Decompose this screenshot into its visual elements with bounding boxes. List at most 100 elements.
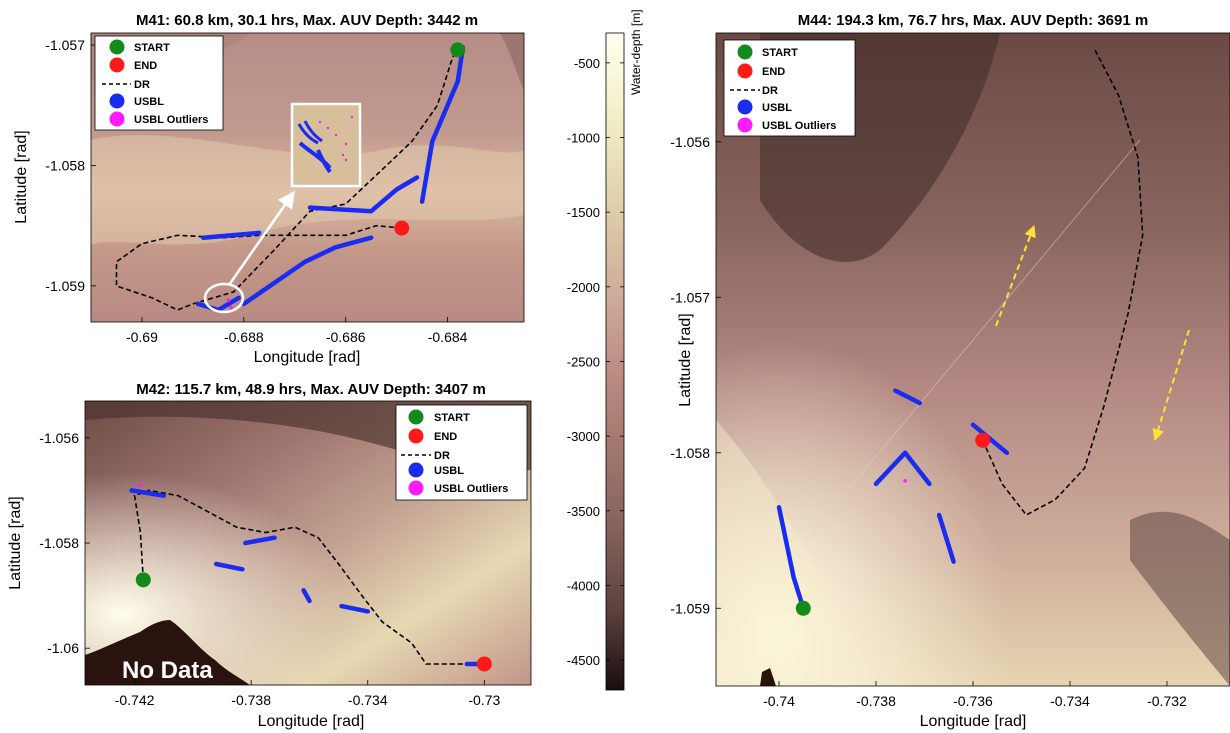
usbl-segment <box>307 175 420 214</box>
panel-m42: No Data -0.742 -0.738 -0.734 -0.73 -1.056 -1.… <box>7 381 532 730</box>
colorbar-tick-label: -4000 <box>567 578 600 593</box>
usbl-outlier-point <box>226 298 231 303</box>
xtick-label: -0.688 <box>224 329 264 345</box>
xtick-label: -0.74 <box>763 693 795 709</box>
svg-text:DR: DR <box>434 450 450 462</box>
ylabel-m42: Latitude [rad] <box>7 496 24 589</box>
svg-text:DR: DR <box>762 85 778 97</box>
xtick-label: -0.732 <box>1147 693 1187 709</box>
panel-m41: -0.69 -0.688 -0.686 -0.684 -1.057 -1.058 -1.05… <box>13 12 525 366</box>
xtick-label: -0.686 <box>326 329 366 345</box>
ytick-label: -1.056 <box>39 430 79 446</box>
ylabel-m44: Latitude [rad] <box>677 313 694 406</box>
svg-text:START: START <box>434 412 470 424</box>
inset-zoom-m41 <box>290 102 362 188</box>
ytick-label: -1.06 <box>47 640 79 656</box>
start-marker <box>795 600 811 616</box>
colorbar-tick-label: -1500 <box>567 205 600 220</box>
colorbar-tick-label: -3000 <box>567 429 600 444</box>
dr-path <box>115 49 459 311</box>
panel-m44: -0.74 -0.738 -0.736 -0.734 -0.732 -1.056 -1.05… <box>670 12 1230 730</box>
usbl-segment <box>893 388 922 406</box>
end-marker <box>394 220 410 236</box>
ytick-label: -1.059 <box>45 278 85 294</box>
xtick-label: -0.738 <box>231 692 271 708</box>
colorbar-tick-label: -2000 <box>567 280 600 295</box>
usbl-segment <box>301 588 312 604</box>
usbl-segment <box>195 295 241 313</box>
start-marker <box>135 572 151 588</box>
usbl-segment <box>200 230 262 240</box>
title-m42: M42: 115.7 km, 48.9 hrs, Max. AUV Depth:… <box>136 381 486 398</box>
usbl-segment <box>129 488 166 498</box>
svg-text:USBL Outliers: USBL Outliers <box>762 120 836 132</box>
dr-track-m44 <box>981 48 1144 517</box>
xtick-label: -0.684 <box>428 329 468 345</box>
xlabel-m42: Longitude [rad] <box>258 713 365 730</box>
current-arrows <box>995 224 1190 442</box>
colorbar-tick-label: -500 <box>574 56 600 71</box>
zoom-circle-m41 <box>203 282 245 314</box>
ytick-label: -1.059 <box>670 600 710 616</box>
xtick-label: -0.73 <box>468 692 500 708</box>
svg-text:USBL Outliers: USBL Outliers <box>134 114 208 126</box>
usbl-outliers-m44 <box>903 478 907 483</box>
svg-text:USBL Outliers: USBL Outliers <box>434 483 508 495</box>
xtick-label: -0.69 <box>126 329 158 345</box>
legend-m42: START END DR USBL USBL Outliers <box>395 404 528 501</box>
end-marker <box>476 656 492 672</box>
usbl-segment <box>213 561 245 572</box>
no-data-label: No Data <box>122 657 213 684</box>
legend-m44: START END DR USBL USBL Outliers <box>723 39 856 137</box>
ytick-label: -1.058 <box>670 445 710 461</box>
usbl-outlier-point <box>229 305 233 310</box>
usbl-segment <box>873 450 932 487</box>
xtick-label: -0.736 <box>953 693 993 709</box>
ytick-label: -1.056 <box>670 134 710 150</box>
colorbar-tick-label: -1000 <box>567 131 600 146</box>
colorbar-label: Water-depth [m] <box>629 9 643 95</box>
svg-text:END: END <box>762 66 785 78</box>
svg-text:START: START <box>134 42 170 54</box>
legend-m41: START END DR USBL USBL Outliers <box>94 35 224 131</box>
colorbar: -500 -1000 -1500 -2000 -2500 -3000 -3500 -4000 -… <box>567 9 643 691</box>
colorbar-tick-label: -2500 <box>567 355 600 370</box>
ytick-label: -1.058 <box>45 157 85 173</box>
usbl-outlier-point <box>138 483 143 487</box>
svg-text:START: START <box>762 47 798 59</box>
usbl-segment <box>419 45 466 204</box>
xtick-label: -0.742 <box>115 692 155 708</box>
dr-track-m41 <box>115 49 459 311</box>
usbl-segment <box>241 235 374 307</box>
xtick-label: -0.738 <box>856 693 896 709</box>
svg-text:USBL: USBL <box>762 102 792 114</box>
usbl-track-m41 <box>195 45 466 313</box>
colorbar-tick-label: -4500 <box>567 653 600 668</box>
start-marker <box>450 42 466 58</box>
no-data-region <box>85 620 250 685</box>
usbl-outliers-m41 <box>226 298 233 310</box>
usbl-outlier-point <box>903 478 907 483</box>
title-m41: M41: 60.8 km, 30.1 hrs, Max. AUV Depth: … <box>136 12 478 29</box>
xlabel-m44: Longitude [rad] <box>920 713 1027 730</box>
usbl-segment <box>936 512 956 564</box>
svg-text:USBL: USBL <box>434 465 464 477</box>
xtick-label: -0.734 <box>1050 693 1090 709</box>
usbl-segment <box>243 535 277 546</box>
zoom-arrow-m41 <box>227 190 296 286</box>
title-m44: M44: 194.3 km, 76.7 hrs, Max. AUV Depth:… <box>798 12 1148 29</box>
dr-path <box>981 48 1144 517</box>
usbl-segment <box>776 504 806 611</box>
svg-text:DR: DR <box>134 79 150 91</box>
usbl-segment <box>339 603 371 614</box>
ytick-label: -1.057 <box>45 37 85 53</box>
ytick-label: -1.057 <box>670 289 710 305</box>
svg-text:USBL: USBL <box>134 96 164 108</box>
xtick-label: -0.734 <box>348 692 388 708</box>
xlabel-m41: Longitude [rad] <box>254 349 361 366</box>
svg-text:END: END <box>134 60 157 72</box>
end-marker <box>975 432 991 448</box>
svg-text:END: END <box>434 431 457 443</box>
ytick-label: -1.058 <box>39 535 79 551</box>
